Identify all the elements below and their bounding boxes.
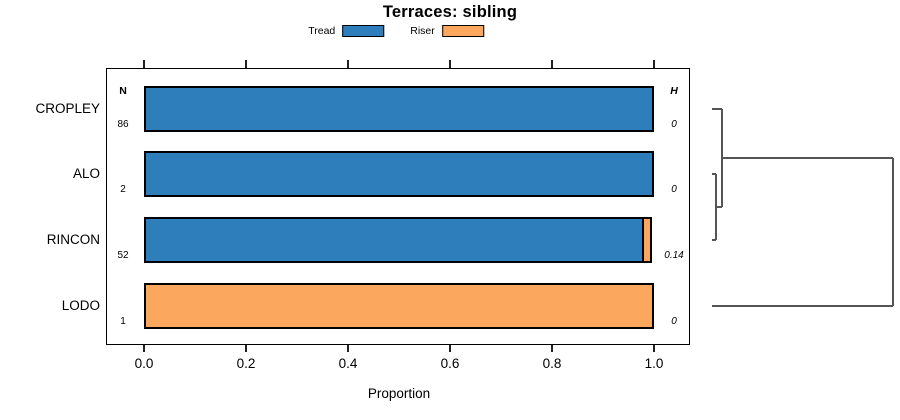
axis-tick-label: 0.2 [236, 356, 256, 371]
legend: Tread Riser [308, 25, 484, 37]
bar-segment-tread [144, 151, 654, 197]
axis-tick-bottom [449, 345, 451, 352]
n-value: 86 [117, 119, 129, 130]
h-value: 0 [671, 184, 677, 195]
axis-tick-top [449, 60, 451, 68]
legend-label-riser: Riser [410, 25, 435, 37]
stacked-bar [144, 151, 654, 197]
h-value: 0 [671, 316, 677, 327]
dendrogram-line [712, 305, 893, 307]
plot-box [106, 68, 690, 345]
bar-segment-tread [144, 86, 654, 132]
x-axis-label: Proportion [367, 386, 431, 401]
axis-tick-label: 1.0 [644, 356, 664, 371]
chart-title: Terraces: sibling [382, 3, 518, 21]
axis-tick-label: 0.8 [542, 356, 562, 371]
dendrogram-line [712, 239, 716, 241]
stacked-bar [144, 86, 654, 132]
axis-tick-top [551, 60, 553, 68]
axis-tick-bottom [245, 345, 247, 352]
n-value: 52 [117, 250, 129, 261]
axis-tick-label: 0.4 [338, 356, 358, 371]
h-column-header: H [670, 85, 678, 97]
category-label: ALO [72, 166, 100, 181]
category-label: CROPLEY [35, 101, 100, 116]
n-column-header: N [119, 85, 127, 97]
legend-swatch-riser [441, 25, 484, 37]
axis-tick-label: 0.0 [134, 356, 154, 371]
bar-segment-riser [642, 217, 652, 263]
axis-tick-top [143, 60, 145, 68]
axis-tick-bottom [143, 345, 145, 352]
legend-label-tread: Tread [308, 25, 336, 37]
axis-tick-top [347, 60, 349, 68]
bar-segment-riser [144, 283, 654, 329]
dendrogram-line [721, 157, 893, 159]
axis-tick-top [653, 60, 655, 68]
axis-tick-bottom [347, 345, 349, 352]
dendrogram-line [715, 206, 722, 208]
category-label: RINCON [46, 232, 100, 247]
dendrogram-line [721, 109, 723, 207]
dendrogram-line [712, 108, 722, 110]
bar-segment-tread [144, 217, 645, 263]
h-value: 0 [671, 119, 677, 130]
dendrogram-line [712, 173, 716, 175]
h-value: 0.14 [664, 250, 684, 261]
n-value: 2 [120, 184, 126, 195]
category-label: LODO [61, 298, 100, 313]
dendrogram-line [892, 158, 894, 306]
axis-tick-bottom [551, 345, 553, 352]
stacked-bar [144, 217, 652, 263]
axis-tick-bottom [653, 345, 655, 352]
axis-tick-label: 0.6 [440, 356, 460, 371]
axis-tick-top [245, 60, 247, 68]
stacked-bar [144, 283, 654, 329]
n-value: 1 [120, 316, 126, 327]
legend-swatch-tread [342, 25, 385, 37]
